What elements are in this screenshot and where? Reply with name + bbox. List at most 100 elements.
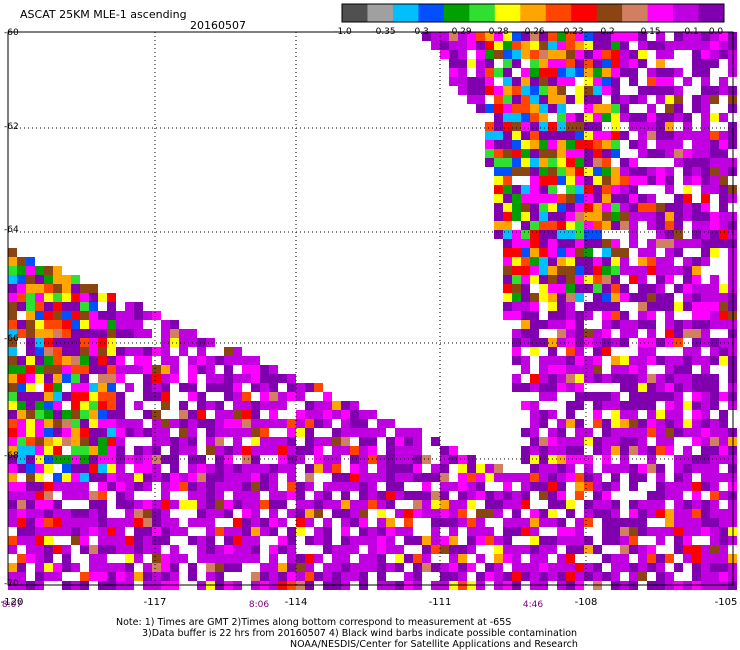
data-cell: [395, 437, 404, 446]
data-cell: [134, 536, 143, 545]
data-cell: [206, 545, 215, 554]
data-cell: [377, 527, 386, 536]
data-cell: [566, 455, 575, 464]
data-cell: [530, 446, 539, 455]
data-cell: [206, 374, 215, 383]
data-cell: [575, 320, 584, 329]
data-cell: [530, 509, 539, 518]
data-cell: [512, 563, 521, 572]
data-cell: [611, 518, 620, 527]
data-cell: [674, 32, 683, 41]
data-cell: [287, 455, 296, 464]
data-cell: [566, 50, 575, 59]
data-cell: [620, 410, 629, 419]
data-cell: [512, 257, 521, 266]
data-cell: [476, 473, 485, 482]
data-cell: [494, 572, 503, 581]
data-cell: [656, 500, 665, 509]
data-cell: [341, 437, 350, 446]
data-cell: [665, 68, 674, 77]
data-cell: [692, 383, 701, 392]
data-cell: [548, 32, 557, 41]
data-cell: [152, 437, 161, 446]
data-cell: [692, 572, 701, 581]
data-cell: [521, 95, 530, 104]
data-cell: [161, 419, 170, 428]
data-cell: [593, 419, 602, 428]
data-cell: [575, 140, 584, 149]
data-cell: [332, 446, 341, 455]
data-cell: [89, 329, 98, 338]
data-cell: [188, 428, 197, 437]
data-cell: [368, 410, 377, 419]
data-cell: [368, 500, 377, 509]
data-cell: [656, 32, 665, 41]
data-cell: [278, 437, 287, 446]
data-cell: [332, 482, 341, 491]
data-cell: [656, 356, 665, 365]
data-cell: [530, 77, 539, 86]
data-cell: [440, 518, 449, 527]
data-cell: [656, 464, 665, 473]
data-cell: [17, 374, 26, 383]
data-cell: [593, 302, 602, 311]
data-cell: [719, 410, 728, 419]
data-cell: [341, 491, 350, 500]
data-cell: [539, 50, 548, 59]
data-cell: [629, 410, 638, 419]
data-cell: [719, 113, 728, 122]
data-cell: [584, 356, 593, 365]
data-cell: [611, 104, 620, 113]
data-cell: [512, 545, 521, 554]
data-cell: [494, 464, 503, 473]
data-cell: [386, 446, 395, 455]
data-cell: [602, 374, 611, 383]
data-cell: [440, 482, 449, 491]
data-cell: [530, 41, 539, 50]
data-cell: [629, 194, 638, 203]
data-cell: [530, 464, 539, 473]
data-cell: [656, 446, 665, 455]
data-cell: [539, 572, 548, 581]
data-cell: [179, 383, 188, 392]
data-cell: [215, 401, 224, 410]
data-cell: [44, 266, 53, 275]
data-cell: [35, 455, 44, 464]
data-cell: [161, 500, 170, 509]
data-cell: [386, 464, 395, 473]
data-cell: [413, 572, 422, 581]
data-cell: [233, 401, 242, 410]
data-cell: [692, 158, 701, 167]
data-cell: [476, 491, 485, 500]
data-cell: [620, 293, 629, 302]
data-cell: [305, 473, 314, 482]
data-cell: [404, 518, 413, 527]
data-cell: [656, 383, 665, 392]
data-cell: [359, 500, 368, 509]
data-cell: [611, 338, 620, 347]
data-cell: [539, 554, 548, 563]
data-cell: [215, 455, 224, 464]
data-cell: [350, 455, 359, 464]
data-cell: [485, 104, 494, 113]
data-cell: [521, 131, 530, 140]
data-cell: [719, 140, 728, 149]
data-cell: [602, 221, 611, 230]
data-cell: [629, 77, 638, 86]
data-cell: [701, 527, 710, 536]
data-cell: [611, 68, 620, 77]
data-cell: [314, 464, 323, 473]
data-cell: [359, 419, 368, 428]
data-cell: [35, 293, 44, 302]
data-cell: [305, 509, 314, 518]
data-cell: [134, 500, 143, 509]
data-cell: [368, 482, 377, 491]
data-cell: [656, 230, 665, 239]
data-cell: [710, 545, 719, 554]
data-cell: [233, 428, 242, 437]
data-cell: [638, 392, 647, 401]
data-cell: [575, 59, 584, 68]
data-cell: [395, 491, 404, 500]
data-cell: [296, 392, 305, 401]
data-cell: [584, 176, 593, 185]
